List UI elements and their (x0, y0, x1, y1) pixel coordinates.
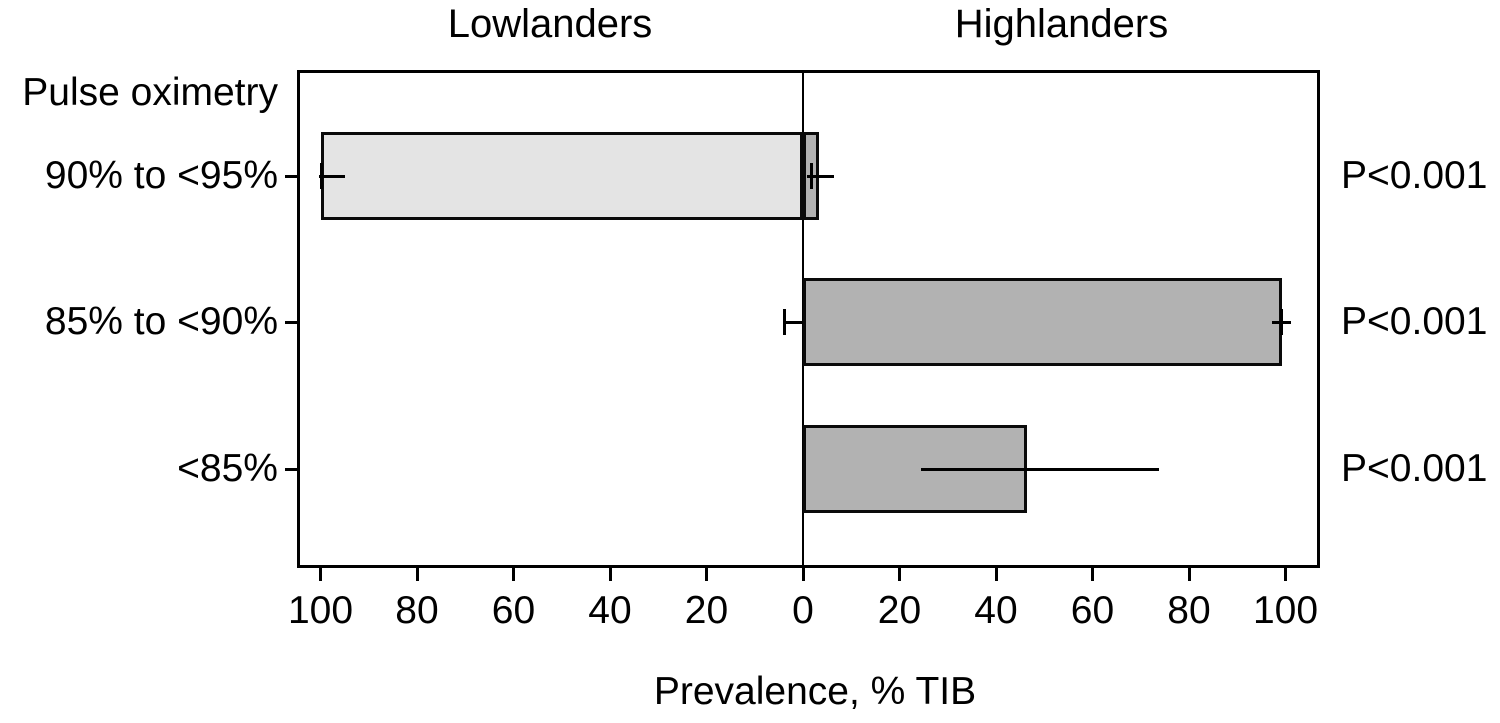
x-axis-tick (1284, 567, 1287, 581)
error-bar-cap-highlanders-1 (1280, 309, 1284, 335)
category-label: 85% to <90% (44, 300, 278, 343)
x-tick-label: 100 (1252, 589, 1319, 632)
error-bar-cap-lowlanders-1 (782, 309, 786, 335)
x-tick-label: 20 (877, 589, 922, 632)
x-axis-tick (994, 567, 998, 581)
error-bar-highlanders-0 (807, 174, 834, 178)
error-bar-cap-highlanders-0 (810, 163, 814, 189)
x-tick-label: 0 (792, 589, 814, 632)
y-axis-tick (285, 174, 297, 178)
plot-inner (300, 73, 1317, 565)
x-axis-tick (512, 567, 515, 581)
title-highlanders: Highlanders (954, 2, 1169, 46)
bar-highlanders-1 (803, 278, 1282, 366)
x-tick-label: 40 (588, 589, 632, 632)
bar-lowlanders-0 (321, 132, 803, 220)
x-tick-label: 80 (1167, 589, 1211, 632)
x-axis-tick (1187, 567, 1191, 581)
axis-header-pulse-oximetry: Pulse oximetry (22, 71, 278, 114)
x-axis-tick (1091, 567, 1094, 581)
category-label: <85% (177, 447, 278, 490)
error-bar-lowlanders-1 (784, 320, 803, 324)
x-tick-label: 60 (491, 589, 536, 632)
x-axis-tick (801, 567, 805, 581)
title-lowlanders: Lowlanders (447, 2, 653, 46)
y-axis-tick (285, 467, 297, 471)
x-tick-label: 60 (1070, 589, 1115, 632)
error-bar-cap-lowlanders-0 (319, 163, 323, 189)
plot-area (297, 70, 1320, 568)
p-value-label: P<0.001 (1341, 447, 1488, 490)
x-axis-tick (608, 567, 612, 581)
error-bar-highlanders-2 (921, 467, 1160, 471)
x-tick-label: 80 (395, 589, 439, 632)
x-axis-tick (898, 567, 901, 581)
x-tick-label: 40 (974, 589, 1018, 632)
x-tick-label: 20 (684, 589, 729, 632)
x-axis-tick (415, 567, 419, 581)
x-axis-tick (319, 567, 322, 581)
p-value-label: P<0.001 (1341, 300, 1488, 343)
x-axis-label: Prevalence, % TIB (653, 670, 977, 713)
category-label: 90% to <95% (44, 154, 278, 197)
x-tick-label: 100 (287, 589, 354, 632)
p-value-label: P<0.001 (1341, 154, 1488, 197)
x-axis-tick (705, 567, 708, 581)
error-bar-lowlanders-0 (318, 174, 345, 178)
y-axis-tick (285, 320, 297, 324)
